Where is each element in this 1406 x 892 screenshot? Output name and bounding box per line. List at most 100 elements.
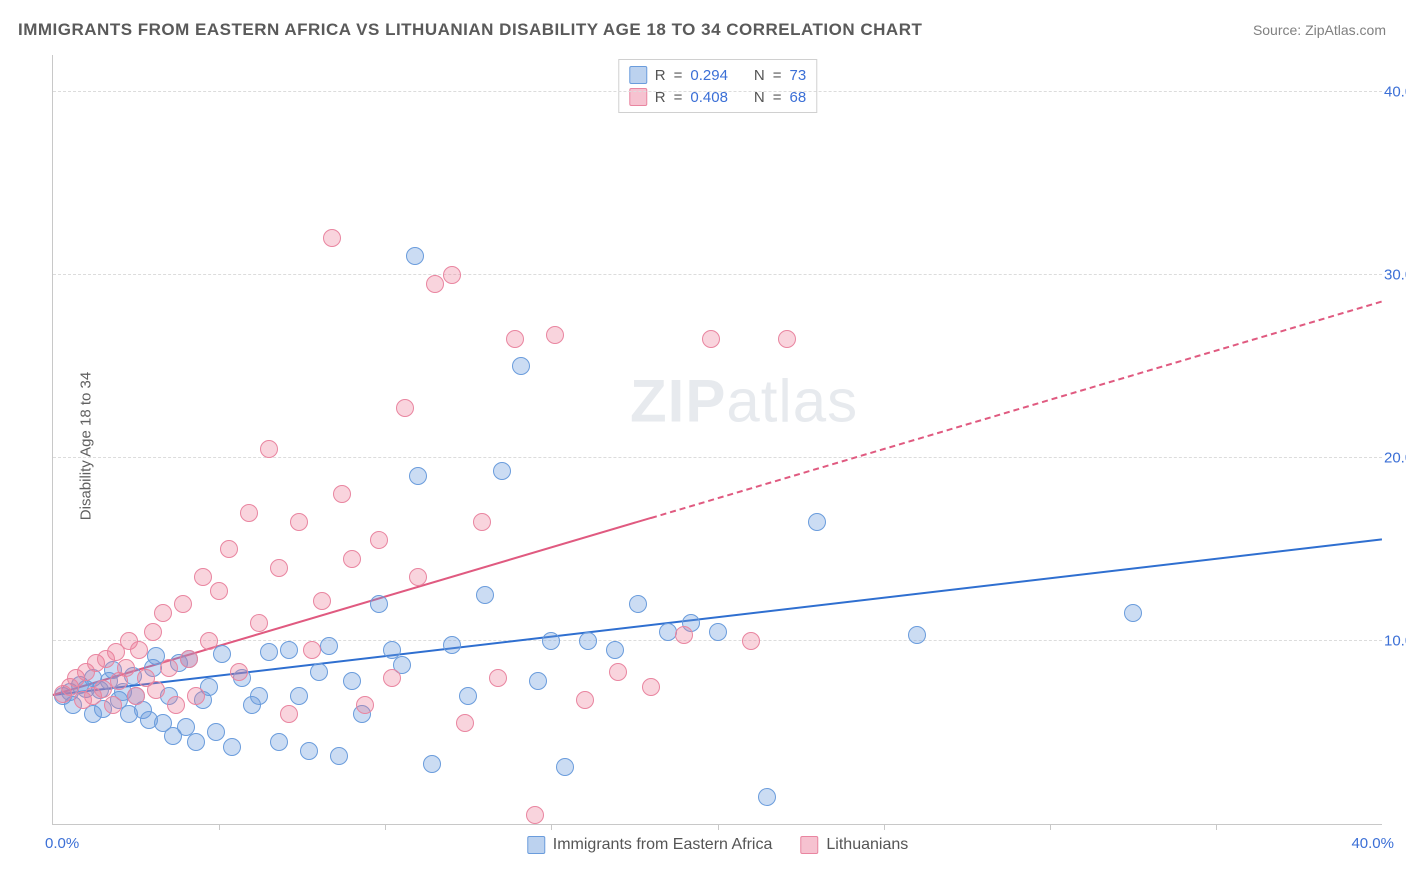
stat-R-value: 0.294 <box>690 67 728 84</box>
data-point <box>104 696 122 714</box>
data-point <box>213 645 231 663</box>
stat-eq: = <box>773 67 782 84</box>
data-point <box>130 641 148 659</box>
data-point <box>250 687 268 705</box>
watermark-zip: ZIP <box>630 368 726 435</box>
watermark-atlas: atlas <box>726 368 858 435</box>
x-tick <box>219 824 220 830</box>
data-point <box>310 663 328 681</box>
data-point <box>758 788 776 806</box>
data-point <box>187 733 205 751</box>
data-point <box>240 504 258 522</box>
data-point <box>320 637 338 655</box>
data-point <box>270 733 288 751</box>
data-point <box>223 738 241 756</box>
data-point <box>160 659 178 677</box>
data-point <box>167 696 185 714</box>
data-point <box>333 485 351 503</box>
data-point <box>576 691 594 709</box>
data-point <box>423 755 441 773</box>
chart-container: IMMIGRANTS FROM EASTERN AFRICA VS LITHUA… <box>0 0 1406 892</box>
data-point <box>230 663 248 681</box>
data-point <box>512 357 530 375</box>
data-point <box>300 742 318 760</box>
data-point <box>808 513 826 531</box>
data-point <box>147 681 165 699</box>
data-point <box>154 604 172 622</box>
data-point <box>260 440 278 458</box>
data-point <box>250 614 268 632</box>
data-point <box>908 626 926 644</box>
data-point <box>529 672 547 690</box>
data-point <box>459 687 477 705</box>
x-axis-end-label: 40.0% <box>1351 835 1394 852</box>
data-point <box>187 687 205 705</box>
data-point <box>180 650 198 668</box>
source-attribution: Source: ZipAtlas.com <box>1253 22 1386 38</box>
y-tick-label: 20.0% <box>1384 449 1406 466</box>
chart-title: IMMIGRANTS FROM EASTERN AFRICA VS LITHUA… <box>18 20 922 40</box>
x-tick <box>884 824 885 830</box>
data-point <box>659 623 677 641</box>
data-point <box>343 672 361 690</box>
data-point <box>506 330 524 348</box>
data-point <box>526 806 544 824</box>
data-point <box>426 275 444 293</box>
data-point <box>343 550 361 568</box>
x-tick <box>551 824 552 830</box>
data-point <box>144 623 162 641</box>
data-point <box>210 582 228 600</box>
data-point <box>546 326 564 344</box>
data-point <box>207 723 225 741</box>
data-point <box>675 626 693 644</box>
legend-swatch <box>629 66 647 84</box>
data-point <box>194 568 212 586</box>
y-tick-label: 30.0% <box>1384 266 1406 283</box>
data-point <box>94 680 112 698</box>
data-point <box>280 705 298 723</box>
data-point <box>606 641 624 659</box>
data-point <box>702 330 720 348</box>
x-tick <box>1050 824 1051 830</box>
data-point <box>303 641 321 659</box>
data-point <box>489 669 507 687</box>
data-point <box>493 462 511 480</box>
data-point <box>313 592 331 610</box>
data-point <box>117 659 135 677</box>
data-point <box>476 586 494 604</box>
data-point <box>330 747 348 765</box>
watermark-text: ZIPatlas <box>630 367 858 436</box>
data-point <box>280 641 298 659</box>
gridline <box>53 274 1382 275</box>
data-point <box>323 229 341 247</box>
data-point <box>260 643 278 661</box>
data-point <box>579 632 597 650</box>
stat-eq: = <box>674 67 683 84</box>
data-point <box>370 595 388 613</box>
data-point <box>443 266 461 284</box>
data-point <box>406 247 424 265</box>
data-point <box>370 531 388 549</box>
data-point <box>127 687 145 705</box>
data-point <box>742 632 760 650</box>
legend-swatch <box>527 836 545 854</box>
stats-row: R=0.408N=68 <box>629 86 806 108</box>
regression-line <box>651 300 1383 518</box>
data-point <box>396 399 414 417</box>
stat-N-value: 73 <box>790 67 807 84</box>
x-tick <box>718 824 719 830</box>
y-tick-label: 40.0% <box>1384 83 1406 100</box>
stat-N-label: N <box>754 67 765 84</box>
data-point <box>409 467 427 485</box>
gridline <box>53 91 1382 92</box>
gridline <box>53 457 1382 458</box>
data-point <box>443 636 461 654</box>
data-point <box>270 559 288 577</box>
legend-item: Immigrants from Eastern Africa <box>527 836 773 854</box>
stat-R-label: R <box>655 67 666 84</box>
series-legend: Immigrants from Eastern AfricaLithuanian… <box>527 836 908 854</box>
data-point <box>473 513 491 531</box>
x-tick <box>385 824 386 830</box>
plot-area: ZIPatlas R=0.294N=73R=0.408N=68 0.0% 40.… <box>52 55 1382 825</box>
data-point <box>642 678 660 696</box>
